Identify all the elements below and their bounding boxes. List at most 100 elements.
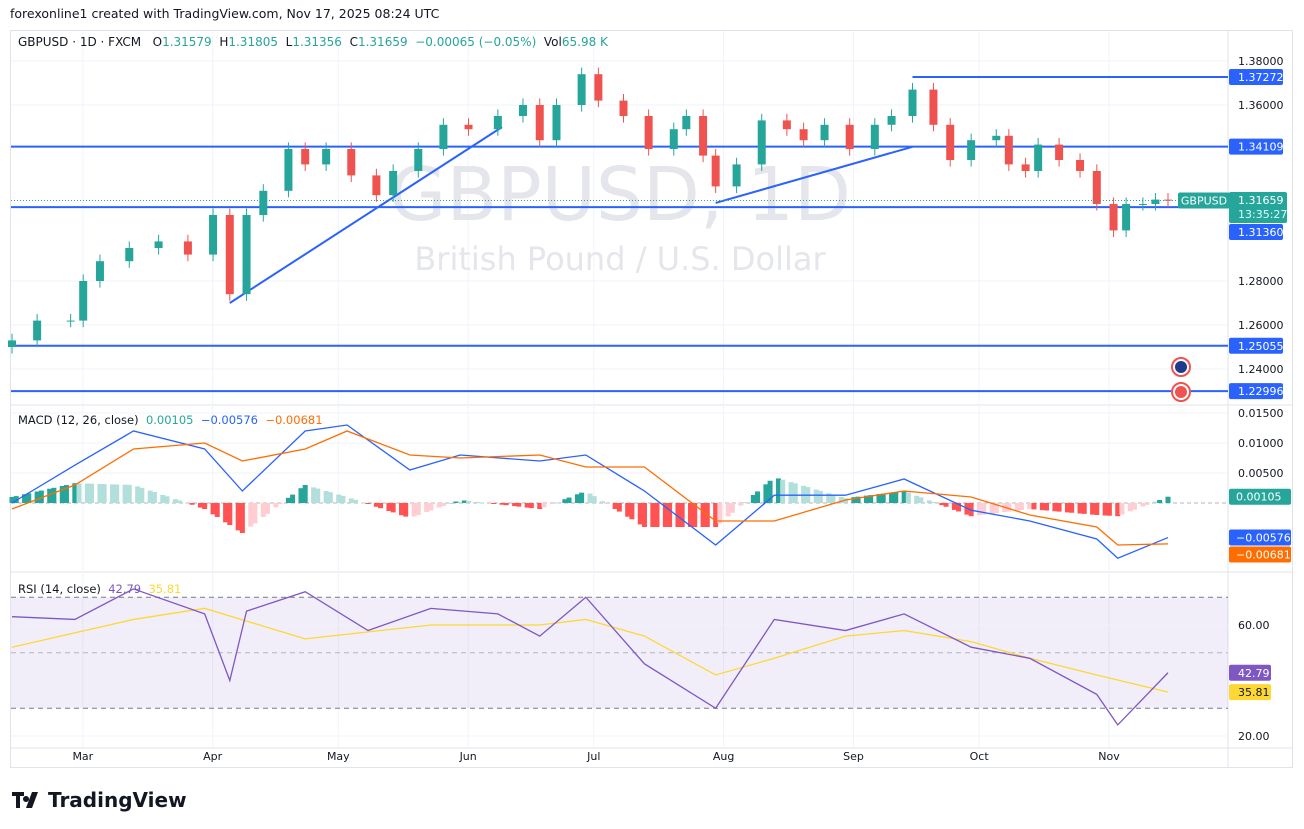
candle-body — [732, 164, 741, 187]
us-flag-icon-fill — [1175, 386, 1187, 398]
macd-histogram-bar — [122, 484, 128, 503]
low-value: 1.31356 — [292, 35, 342, 49]
macd-histogram-bar — [625, 503, 631, 517]
macd-histogram-bar — [390, 503, 396, 513]
macd-histogram-bar — [893, 492, 899, 503]
macd-histogram-bar — [126, 484, 132, 503]
price-line-label: 1.34109 — [1238, 141, 1284, 154]
candle-body — [908, 89, 917, 116]
macd-hist-value: 0.00105 — [145, 413, 194, 427]
macd-histogram-bar — [775, 478, 781, 503]
macd-histogram-bar — [348, 498, 354, 503]
uk-flag-icon[interactable] — [1171, 357, 1191, 377]
rsi-ma-value: 35.81 — [148, 582, 182, 596]
macd-histogram-bar — [290, 494, 296, 503]
macd-histogram-bar — [880, 493, 886, 503]
candle-body — [644, 116, 653, 149]
macd-histogram-bar — [327, 492, 333, 503]
macd-histogram-bar — [662, 503, 668, 527]
macd-histogram-bar — [813, 489, 819, 503]
symbol-tag-bg — [1178, 192, 1230, 209]
macd-histogram-bar — [654, 503, 660, 527]
macd-histogram-bar — [164, 496, 170, 503]
macd-histogram-bar — [612, 503, 618, 509]
macd-histogram-bar — [361, 502, 367, 504]
macd-histogram-bar — [637, 503, 643, 525]
macd-histogram-bar — [323, 491, 329, 503]
macd-histogram-bar — [403, 503, 409, 517]
macd-histogram-bar — [801, 485, 807, 503]
candle-body — [125, 248, 134, 262]
macd-histogram-bar — [537, 503, 543, 509]
macd-histogram-bar — [780, 479, 786, 503]
macd-histogram-bar — [604, 503, 610, 504]
macd-histogram-bar — [524, 503, 530, 508]
macd-histogram-bar — [729, 503, 735, 513]
rsi-ma-line — [11, 607, 1169, 693]
candle-body — [284, 149, 293, 191]
macd-value-label-bg — [1229, 546, 1291, 563]
price-line-label-bg — [1229, 224, 1283, 241]
high-label: H — [219, 35, 229, 49]
macd-histogram-bar — [905, 492, 911, 503]
macd-histogram-bar — [914, 495, 920, 503]
macd-histogram-bar — [700, 503, 706, 527]
macd-histogram-bar — [692, 503, 698, 527]
rsi-title[interactable]: RSI (14, close) — [18, 582, 101, 596]
candle-body — [946, 124, 955, 160]
tradingview-logo[interactable]: TradingView — [12, 788, 187, 812]
candle-body — [699, 116, 708, 156]
macd-histogram-bar — [981, 503, 987, 515]
macd-histogram-bar — [1157, 499, 1163, 503]
time-tick-label: Sep — [843, 750, 864, 763]
macd-histogram-bar — [1090, 503, 1096, 515]
macd-histogram-bar — [851, 497, 857, 503]
macd-histogram-bar — [679, 503, 685, 527]
macd-histogram-bar — [1102, 503, 1108, 516]
last-price-label-bg — [1229, 192, 1287, 224]
macd-line — [11, 424, 1169, 559]
candle-body — [1076, 160, 1085, 171]
macd-histogram-bar — [930, 502, 936, 504]
macd-histogram-bar — [826, 493, 832, 503]
macd-histogram-bar — [788, 482, 794, 503]
trend-line — [229, 126, 503, 304]
macd-histogram-bar — [248, 503, 254, 527]
macd-title[interactable]: MACD (12, 26, close) — [18, 413, 139, 427]
macd-histogram-bar — [110, 484, 116, 503]
macd-histogram-bar — [352, 499, 358, 503]
symbol-tag: GBPUSD — [1181, 195, 1227, 208]
time-tick-label: Mar — [72, 750, 93, 763]
candle-body — [552, 105, 561, 141]
macd-histogram-bar — [315, 488, 321, 503]
macd-histogram-bar — [440, 503, 446, 506]
rsi-value-label-bg — [1229, 684, 1271, 701]
macd-histogram-bar — [424, 503, 430, 512]
macd-histogram-bar — [855, 496, 861, 503]
macd-histogram-bar — [235, 503, 241, 531]
macd-histogram-bar — [197, 503, 203, 508]
macd-tick-label: 0.01000 — [1238, 437, 1284, 450]
macd-histogram-bar — [767, 480, 773, 503]
macd-histogram-bar — [336, 494, 342, 503]
us-flag-icon[interactable] — [1171, 382, 1191, 402]
macd-histogram-bar — [373, 503, 379, 507]
macd-histogram-bar — [399, 503, 405, 516]
candle-body — [95, 261, 104, 281]
price-tick-label: 1.28000 — [1238, 275, 1284, 288]
candle-body — [79, 281, 88, 321]
volume-value: 65.98 K — [561, 35, 608, 49]
macd-histogram-bar — [298, 488, 304, 503]
candle-body — [619, 100, 628, 116]
macd-histogram-bar — [436, 503, 442, 508]
macd-histogram-bar — [1115, 503, 1121, 517]
price-line-label: 1.31360 — [1238, 226, 1284, 239]
time-tick-label: Aug — [713, 750, 734, 763]
macd-histogram-bar — [830, 494, 836, 503]
macd-histogram-bar — [1165, 496, 1171, 503]
symbol-name[interactable]: GBPUSD · 1D · FXCM — [18, 35, 142, 49]
macd-histogram-bar — [591, 496, 597, 503]
candle-body — [929, 89, 938, 125]
candle-body — [209, 215, 218, 255]
